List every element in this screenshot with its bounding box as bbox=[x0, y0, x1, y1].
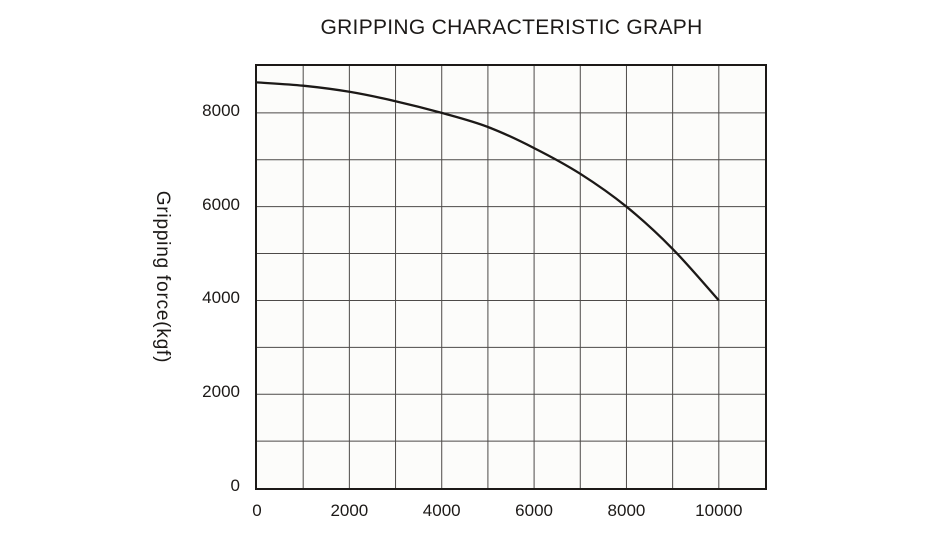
gripping-force-curve bbox=[256, 80, 720, 301]
y-tick-label: 2000 bbox=[202, 382, 240, 402]
x-tick-label: 2000 bbox=[330, 501, 369, 520]
gridlines bbox=[256, 65, 765, 488]
plot-background bbox=[256, 65, 765, 488]
y-tick-label: 6000 bbox=[202, 194, 240, 214]
plot-area bbox=[254, 63, 767, 490]
x-tick-label: 0 bbox=[252, 501, 262, 520]
x-tick-label: 10000 bbox=[695, 501, 743, 520]
plot-canvas bbox=[256, 65, 765, 488]
x-tick-label: 6000 bbox=[515, 501, 553, 520]
y-tick-label: 4000 bbox=[202, 288, 240, 308]
y-axis-label: Gripping force(kgf) bbox=[152, 190, 173, 364]
y-tick-label: 0 bbox=[230, 476, 240, 495]
x-tick-label: 8000 bbox=[607, 501, 646, 520]
chart-title: GRIPPING CHARACTERISTIC GRAPH bbox=[320, 16, 703, 39]
y-tick-label: 8000 bbox=[202, 100, 240, 120]
x-tick-label: 4000 bbox=[422, 501, 461, 520]
